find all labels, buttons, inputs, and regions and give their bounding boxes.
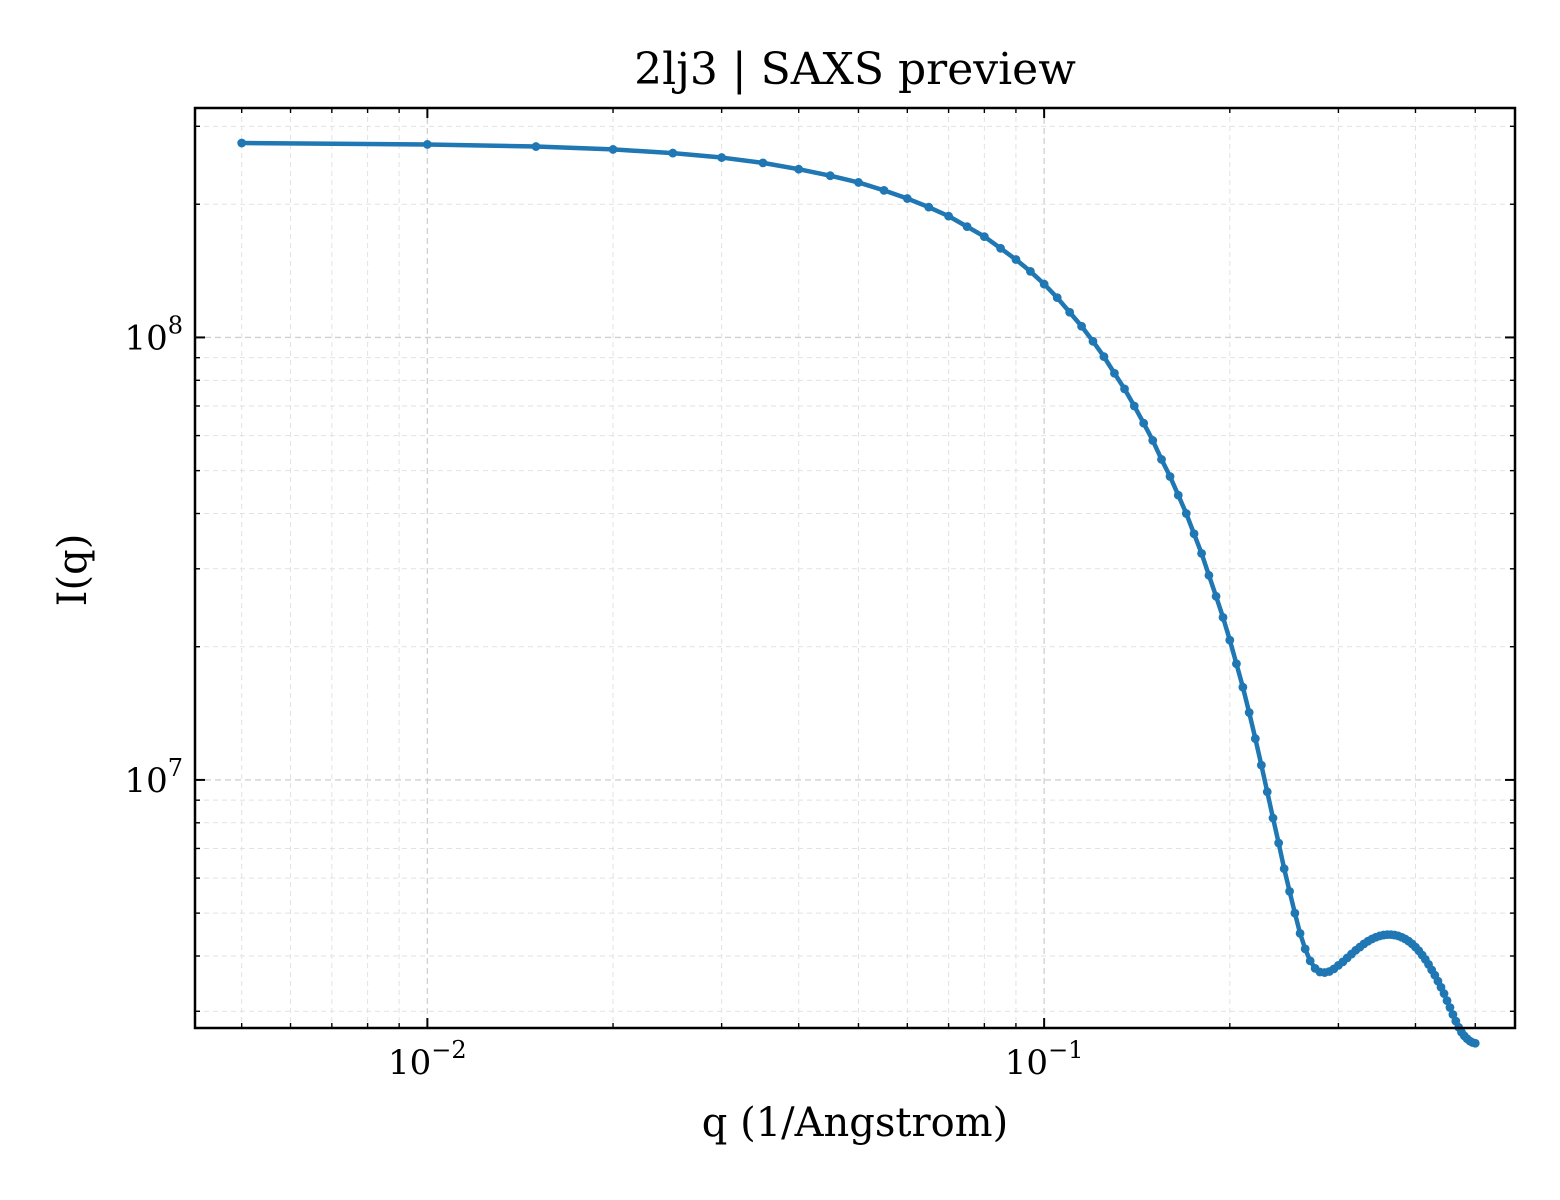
data-point [1077,321,1086,331]
data-point [1290,908,1300,918]
data-point [1065,307,1075,317]
data-point [825,171,835,181]
data-point [1197,549,1206,558]
data-point [1218,612,1228,622]
x-tick-label: 10−1 [1005,1036,1084,1083]
data-point [1052,293,1062,303]
data-point [924,202,934,212]
chart-title: 2lj3 | SAXS preview [634,44,1076,95]
data-point [1211,591,1221,601]
data-point [1225,635,1235,645]
data-point [1204,570,1214,580]
data-point [979,232,989,242]
data-point [902,194,912,203]
data-point [1139,418,1149,428]
y-tick-label: 108 [124,311,183,358]
y-tick-label: 107 [124,754,183,801]
data-point [1274,838,1284,848]
data-point [1165,472,1175,481]
data-point [1300,944,1310,954]
data-point [1262,787,1272,797]
data-point [944,211,953,221]
data-point [1011,255,1021,264]
data-point [717,153,727,162]
data-point [1173,490,1183,500]
plot-frame [193,106,1517,1030]
data-point [1088,336,1098,346]
axis-ticks [195,108,1515,1028]
data-point [1470,1038,1480,1048]
x-axis-label: q (1/Angstrom) [702,1100,1008,1146]
data-point [1148,436,1158,445]
x-tick-label: 10−2 [388,1036,467,1083]
data-point [422,140,432,149]
data-point [1448,1010,1458,1019]
data-point [1039,279,1049,289]
data-point [879,185,889,195]
data-point [794,164,804,174]
data-point [1439,989,1449,998]
series-layer [237,138,1480,1048]
data-point [1268,813,1278,823]
data-point [1279,864,1289,874]
data-point [1181,509,1191,518]
data-point [1232,659,1241,669]
data-point [608,145,618,154]
data-point [1189,529,1199,539]
data-point [1099,352,1109,362]
data-point [1442,996,1452,1006]
grid [195,108,1515,1028]
data-point [1250,734,1260,743]
data-point [1110,368,1119,378]
data-point [1445,1003,1455,1012]
data-point [962,222,972,232]
data-point [1256,760,1266,770]
x-tick-labels: 10−2 10−1 [388,1036,1083,1083]
y-axis-label: I(q) [50,534,96,607]
data-point [531,142,541,151]
data-point [1285,886,1294,896]
data-point [1120,384,1129,394]
data-point [237,138,247,148]
data-point [1295,928,1305,938]
data-point [1305,956,1315,966]
data-point [1157,455,1166,464]
y-tick-labels: 107 108 [124,311,183,800]
data-point [996,243,1006,253]
data-point [758,158,768,168]
data-point [1244,708,1254,717]
data-point [1026,267,1035,276]
data-point [668,148,678,158]
data-point [854,178,863,187]
data-point [1238,682,1248,692]
data-point [1129,401,1139,411]
